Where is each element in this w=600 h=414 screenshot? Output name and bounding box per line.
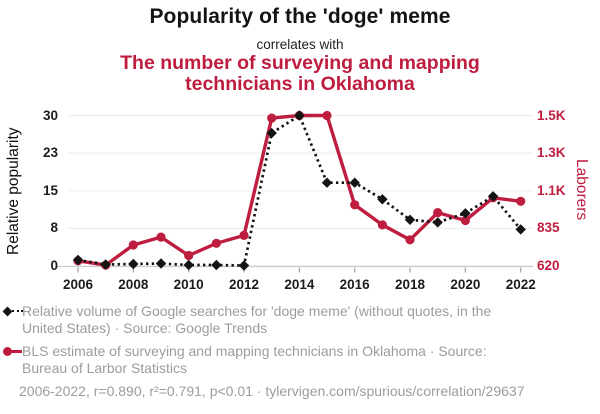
surveying-mapping-technicians-oklahoma-point: [184, 250, 194, 261]
doge-meme-google-trends-point: [321, 177, 333, 188]
x-tick-label: 2020: [450, 277, 481, 292]
legend-item-bls-series: BLS estimate of surveying and mapping te…: [3, 343, 597, 377]
y-right-tick-label: 620: [537, 258, 560, 273]
doge-meme-google-trends-point: [294, 110, 305, 121]
y-left-tick-label: 8: [50, 220, 58, 236]
surveying-mapping-technicians-oklahoma-point: [239, 230, 249, 240]
doge-meme-google-trends-line: [77, 113, 522, 267]
y-left-tick-label: 0: [50, 258, 58, 273]
doge-meme-google-trends-point: [183, 259, 194, 271]
y-left-tick-label: 23: [42, 145, 58, 161]
surveying-mapping-technicians-oklahoma-point: [433, 208, 443, 218]
solid-line-icon: [10, 350, 22, 354]
line-chart: Relative popularity Laborers 2006 2008 201…: [0, 100, 600, 300]
legend-text-bls-series: BLS estimate of surveying and mapping te…: [22, 343, 487, 376]
x-tick-label: 2016: [339, 277, 370, 292]
y-right-tick-label: 1.3K: [537, 145, 566, 161]
correlated-variable-title: The number of surveying and mapping tech…: [120, 52, 480, 95]
doge-meme-google-trends-point: [128, 258, 139, 270]
doge-meme-google-trends-point: [515, 224, 526, 235]
doge-meme-google-trends-point: [432, 217, 443, 228]
doge-meme-google-trends-point: [238, 260, 250, 271]
diamond-icon: [2, 306, 13, 317]
x-tick-label: 2008: [118, 277, 149, 292]
surveying-mapping-technicians-oklahoma-point: [460, 215, 470, 226]
surveying-mapping-technicians-oklahoma-point: [128, 240, 138, 250]
doge-meme-google-trends-point: [404, 214, 416, 225]
surveying-mapping-technicians-oklahoma-point: [516, 196, 526, 206]
x-tick-label: 2006: [62, 277, 94, 292]
x-tick-label: 2018: [395, 277, 426, 292]
y-right-tick-label: 1.5K: [537, 107, 566, 123]
doge-meme-google-trends-point: [460, 208, 471, 219]
surveying-mapping-technicians-oklahoma-point: [156, 232, 166, 242]
x-tick-label: 2010: [173, 277, 204, 292]
doge-meme-google-trends-point: [377, 194, 388, 205]
surveying-mapping-technicians-oklahoma-point: [211, 238, 221, 248]
doge-meme-google-trends-point: [72, 254, 84, 266]
plot-canvas: [57, 110, 533, 273]
dotted-line-icon: [12, 310, 23, 312]
surveying-mapping-technicians-oklahoma-point: [377, 220, 387, 230]
stats-and-source-line: 2006-2022, r=0.890, r²=0.791, p<0.01 · t…: [19, 383, 525, 399]
circle-icon: [3, 347, 12, 356]
doge-meme-google-trends-point: [266, 127, 277, 139]
doge-meme-google-trends-point: [100, 259, 111, 270]
legend: Relative volume of Google searches for '…: [2, 303, 597, 400]
black-diamond-dotted-marker-icon: [2, 303, 23, 320]
doge-meme-google-trends-point: [211, 259, 222, 271]
surveying-mapping-technicians-oklahoma-point: [267, 113, 277, 123]
y-left-tick-label: 30: [42, 107, 58, 123]
page-title: Popularity of the 'doge' meme: [149, 5, 451, 28]
y-left-tick-label: 15: [42, 182, 58, 198]
red-circle-solid-marker-icon: [3, 343, 22, 360]
legend-item-doge-series: Relative volume of Google searches for '…: [2, 303, 597, 337]
doge-meme-google-trends-point: [155, 258, 167, 269]
surveying-mapping-technicians-oklahoma-point: [405, 235, 415, 245]
doge-meme-google-trends-point: [349, 177, 360, 188]
surveying-mapping-technicians-oklahoma-point: [322, 110, 332, 121]
x-tick-label: 2014: [284, 277, 315, 292]
y-right-tick-label: 1.1K: [537, 182, 566, 198]
correlates-with-label: correlates with: [256, 37, 344, 52]
doge-meme-google-trends-point: [487, 191, 499, 202]
x-tick-label: 2022: [505, 277, 536, 292]
x-tick-label: 2012: [228, 277, 260, 292]
surveying-mapping-technicians-oklahoma-point: [350, 200, 360, 210]
legend-text-doge-series: Relative volume of Google searches for '…: [22, 303, 492, 336]
y-right-tick-label: 835: [537, 220, 560, 236]
right-axis-title: Laborers: [573, 159, 590, 221]
